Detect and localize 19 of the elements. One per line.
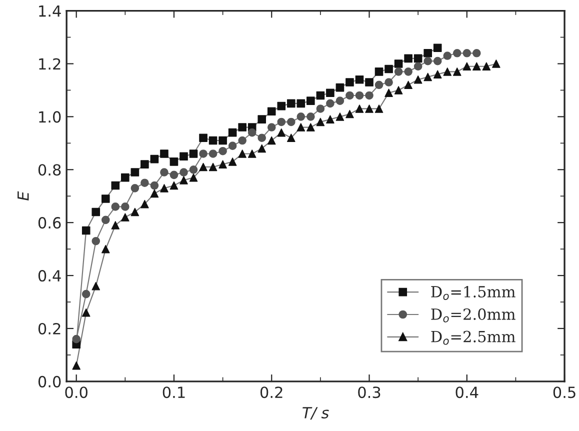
x-tick-label: 0.2 — [260, 386, 282, 398]
y-tick-label: 1.4 — [39, 5, 61, 17]
x-tick-label: 0.3 — [358, 386, 380, 398]
y-tick-label: 1.2 — [39, 58, 60, 70]
y-tick-label: 1.0 — [39, 111, 61, 123]
x-tick-label: 0.5 — [553, 386, 576, 398]
x-tick-label: 0.1 — [162, 386, 185, 398]
y-tick-label: 0.8 — [38, 164, 61, 176]
x-tick-label: 0.4 — [456, 386, 478, 398]
legend-label: D$_{o}$=2.0mm — [431, 308, 516, 322]
y-tick-label: 0.0 — [38, 376, 61, 388]
legend-label: D$_{o}$=2.5mm — [431, 330, 516, 345]
x-axis-title: T/ s — [302, 407, 329, 420]
legend-label: D$_{o}$=1.5mm — [431, 286, 516, 300]
y-axis-title: E — [18, 191, 29, 201]
x-tick-label: 0.0 — [65, 386, 88, 398]
y-tick-label: 0.6 — [38, 217, 61, 229]
y-tick-label: 0.2 — [38, 322, 60, 335]
y-tick-label: 0.4 — [38, 270, 61, 282]
